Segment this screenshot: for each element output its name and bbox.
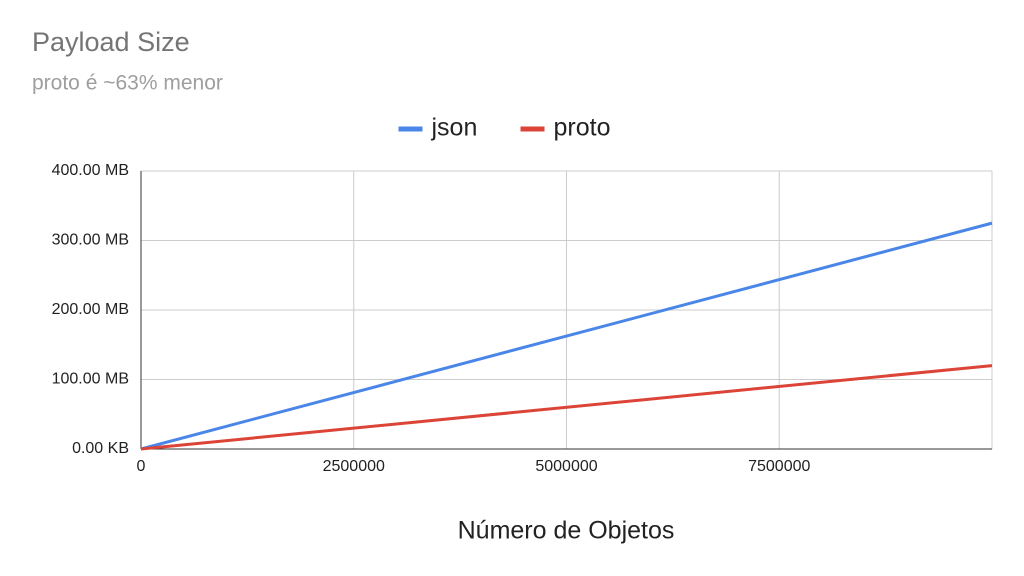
x-axis-title: Número de Objetos xyxy=(458,517,675,545)
line-series xyxy=(140,364,993,451)
x-tick-label: 2500000 xyxy=(323,458,385,475)
chart-title: Payload Size xyxy=(32,27,190,57)
x-tick-label: 0 xyxy=(137,458,146,475)
y-tick-label: 200.00 MB xyxy=(52,301,129,318)
chart-subtitle: proto é ~63% menor xyxy=(32,72,223,95)
line-series xyxy=(140,221,993,451)
y-tick-label: 0.00 KB xyxy=(72,440,129,457)
y-tick-label: 100.00 MB xyxy=(52,371,129,388)
x-tick-label: 5000000 xyxy=(535,458,597,475)
legend-label: json xyxy=(431,114,478,142)
y-tick-label: 400.00 MB xyxy=(52,162,129,179)
x-tick-label: 7500000 xyxy=(748,458,810,475)
legend-label: proto xyxy=(554,114,611,142)
y-tick-label: 300.00 MB xyxy=(52,232,129,249)
